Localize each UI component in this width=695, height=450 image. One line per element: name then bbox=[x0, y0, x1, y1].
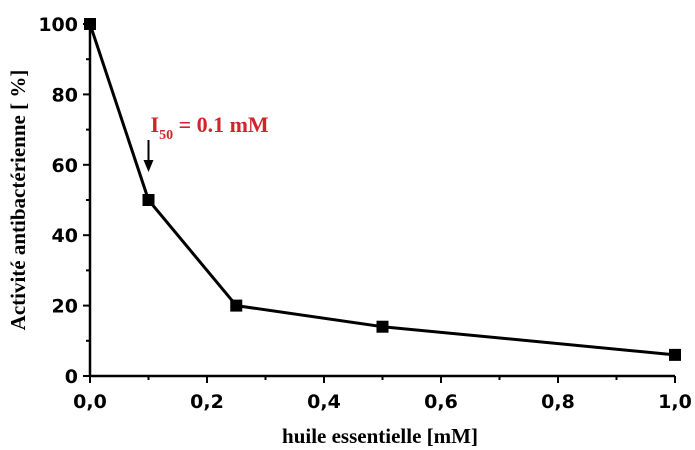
y-tick-label: 40 bbox=[52, 225, 78, 247]
annotation: I50 = 0.1 mM bbox=[143, 112, 269, 172]
data-point bbox=[230, 299, 243, 312]
x-axis-title: huile essentielle [mM] bbox=[282, 424, 478, 448]
annotation-arrow-head bbox=[143, 160, 154, 172]
annotation-label-rest: = 0.1 mM bbox=[173, 112, 269, 137]
annotation-label-main: I bbox=[151, 112, 160, 137]
y-tick-label: 20 bbox=[52, 296, 78, 318]
series-line bbox=[88, 23, 676, 357]
annotation-label-subscript: 50 bbox=[159, 128, 173, 143]
x-tick-label: 0,2 bbox=[190, 391, 224, 413]
x-tick-label: 0,8 bbox=[541, 391, 575, 413]
data-point bbox=[84, 18, 96, 30]
data-point bbox=[669, 348, 681, 361]
data-point bbox=[376, 320, 389, 333]
y-tick-label: 100 bbox=[38, 14, 78, 36]
data-point bbox=[142, 194, 155, 206]
y-axis-title: Activité antibactérienne [ %] bbox=[6, 70, 30, 331]
x-tick-label: 0,4 bbox=[307, 391, 341, 413]
y-tick-label: 60 bbox=[52, 155, 78, 177]
series bbox=[84, 18, 681, 361]
x-tick-label: 0,0 bbox=[73, 391, 107, 413]
annotation-label: I50 = 0.1 mM bbox=[151, 112, 269, 143]
y-tick-label: 80 bbox=[52, 84, 78, 106]
ticks: 0,0 0,2 0,4 0,6 0,8 1,0 0 20 40 60 80 100 bbox=[38, 14, 692, 413]
y-tick-label: 0 bbox=[65, 366, 78, 388]
x-tick-label: 0,6 bbox=[424, 391, 458, 413]
x-tick-label: 1,0 bbox=[658, 391, 692, 413]
